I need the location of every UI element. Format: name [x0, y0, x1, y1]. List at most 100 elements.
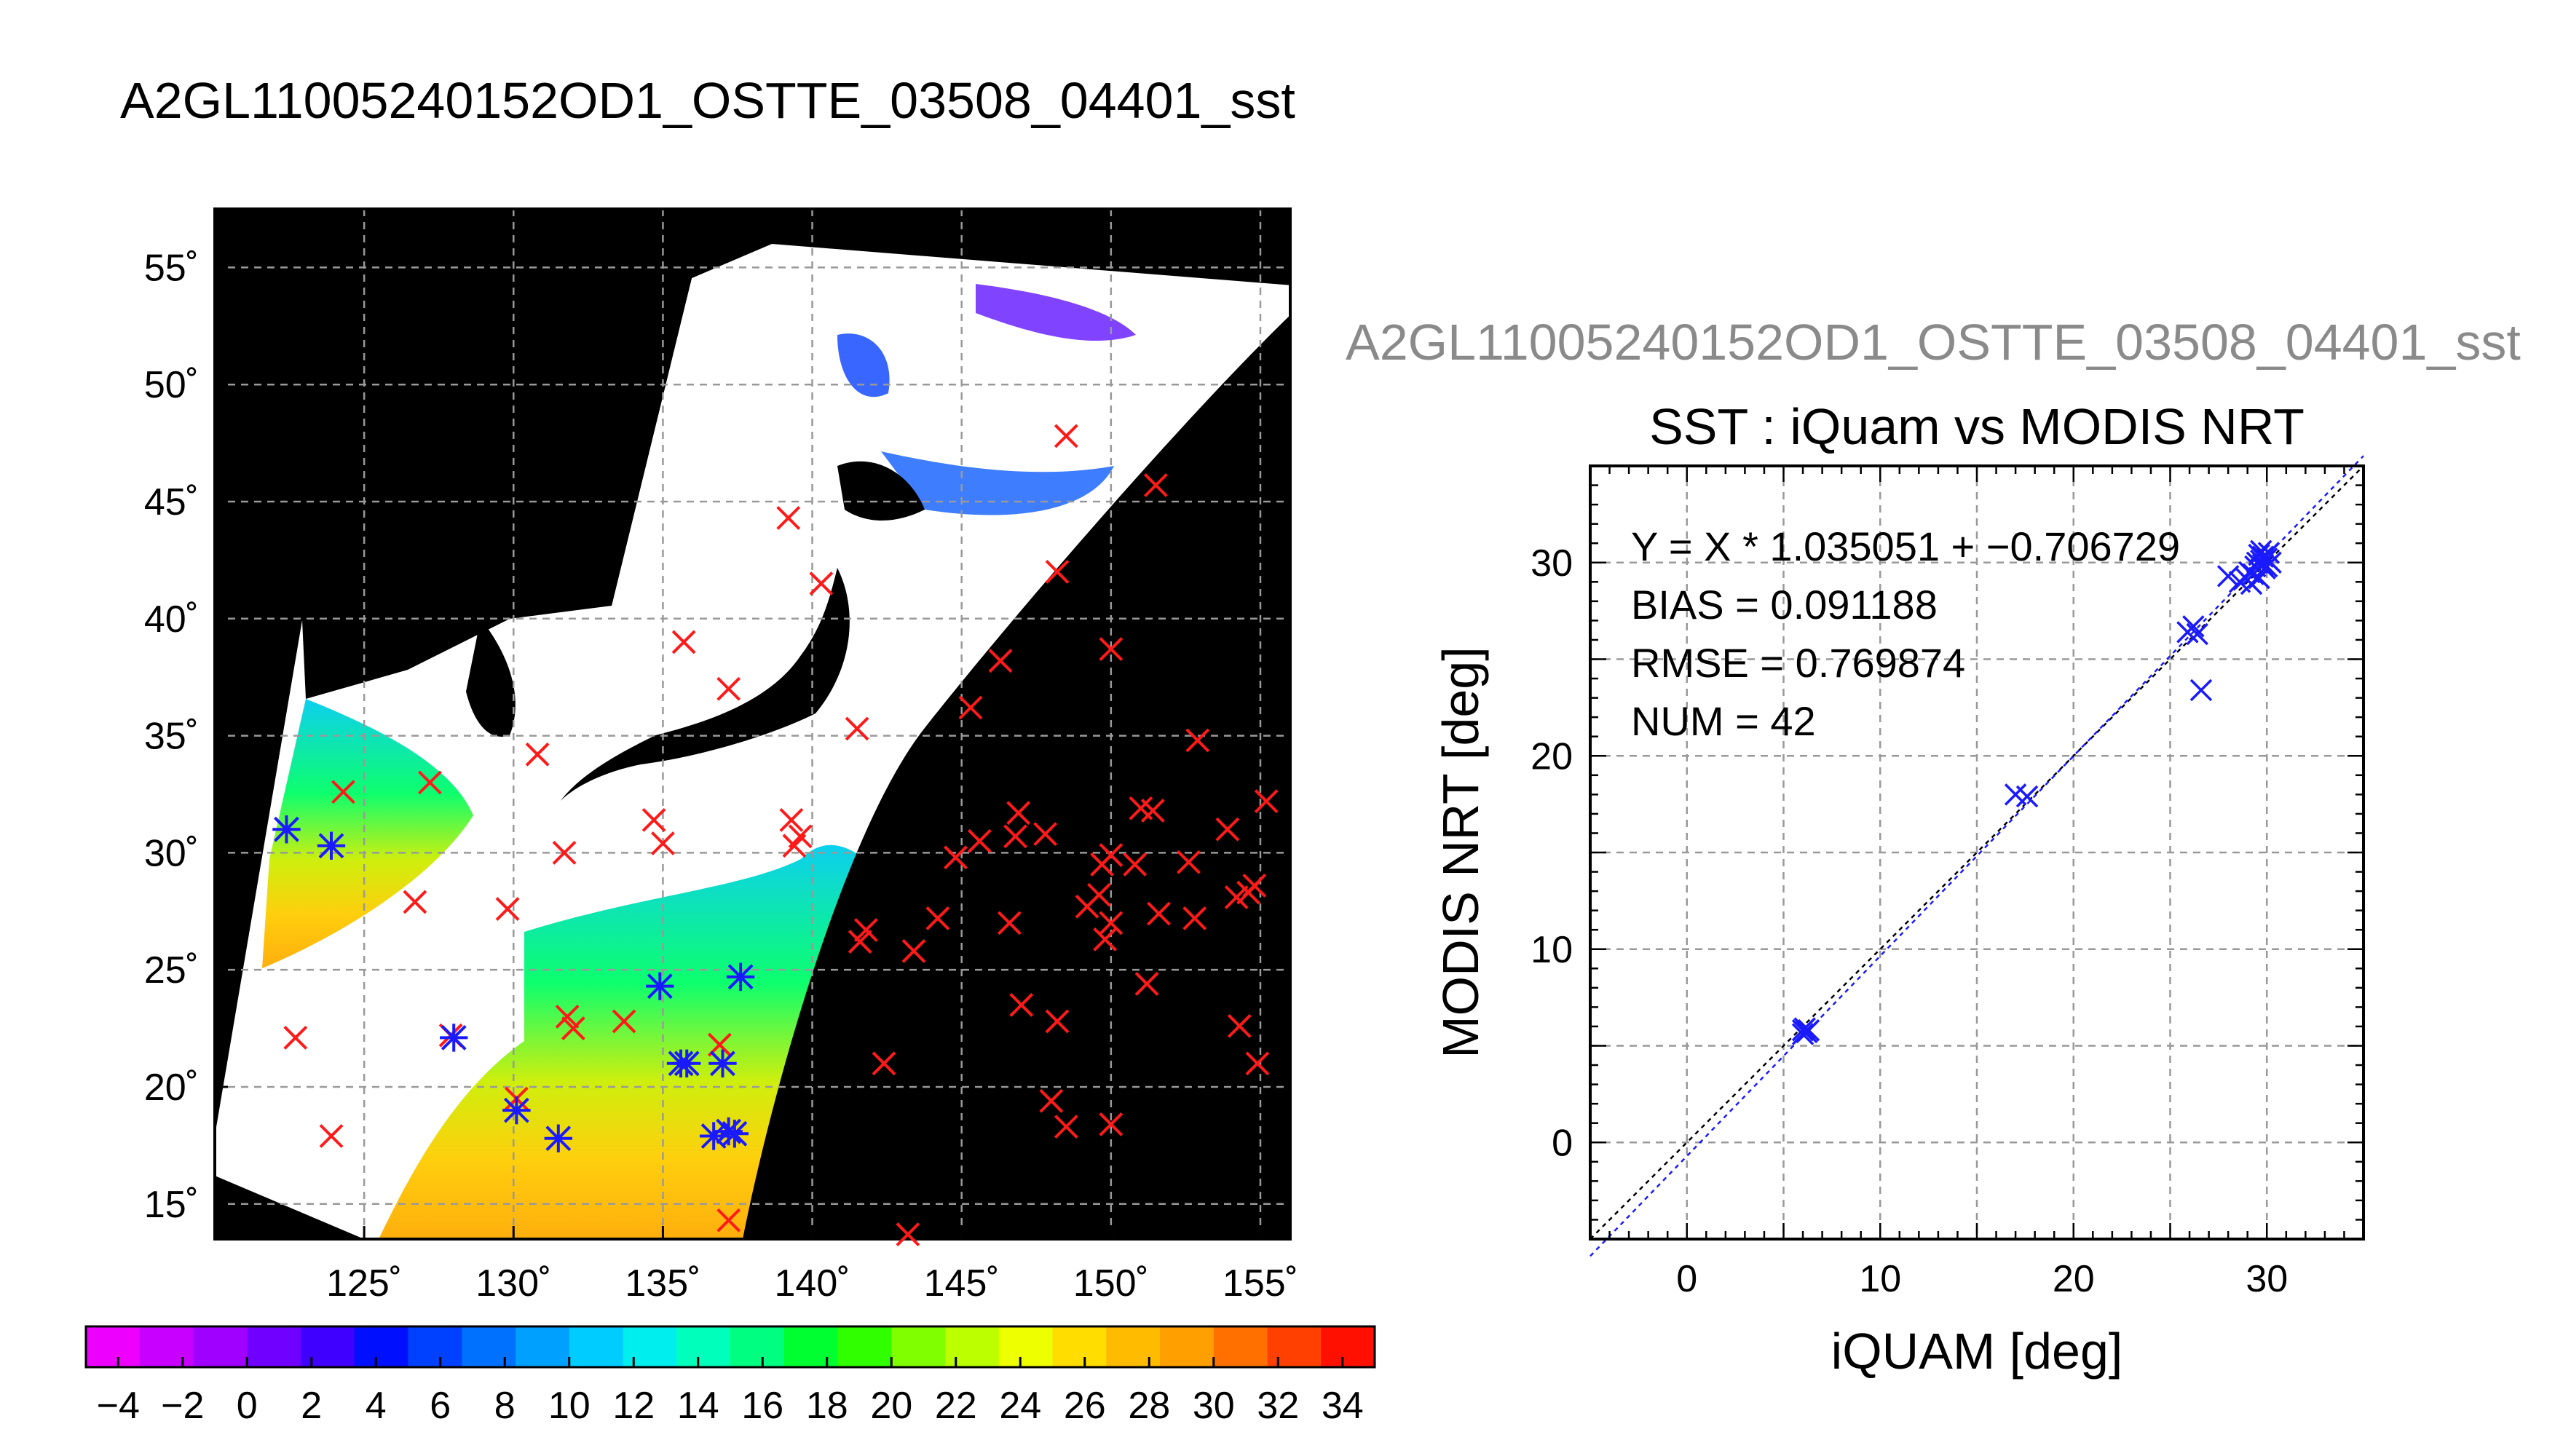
y-axis-label: MODIS NRT [deg]: [1432, 646, 1489, 1058]
red-matchup-marker: [716, 1208, 741, 1233]
colorbar-tick-label: 16: [741, 1385, 783, 1427]
red-matchup-marker: [1099, 911, 1124, 935]
x-tick-label: 0: [1676, 1258, 1697, 1300]
red-matchup-marker: [671, 630, 696, 654]
colorbar-swatch: [945, 1326, 1000, 1367]
colorbar-tick-label: 14: [677, 1385, 719, 1427]
lon-tick-label: 135˚: [625, 1262, 700, 1305]
scatter-point: [2250, 549, 2272, 572]
y-tick-label: 30: [1531, 542, 1573, 585]
red-matchup-marker: [552, 840, 577, 865]
red-matchup-marker: [848, 930, 872, 954]
swath-sst-north: [881, 451, 1114, 515]
lat-tick-label: 25˚: [144, 949, 199, 992]
red-matchup-marker: [1227, 1013, 1252, 1038]
red-matchup-marker: [1185, 728, 1210, 753]
scatter-point: [2248, 543, 2270, 566]
red-matchup-marker: [1003, 824, 1027, 849]
scatter-point: [2182, 615, 2205, 638]
red-matchup-marker: [958, 695, 983, 720]
blue-matchup-marker: [272, 815, 301, 844]
colorbar-tick-label: 22: [935, 1385, 977, 1427]
scatter-point: [2186, 622, 2208, 646]
lon-tick-label: 155˚: [1223, 1262, 1298, 1305]
colorbar-swatch: [408, 1326, 462, 1367]
red-matchup-marker: [555, 1005, 580, 1029]
lat-tick-label: 35˚: [144, 716, 199, 758]
red-matchup-marker: [283, 1026, 308, 1050]
scatter-point: [2242, 563, 2264, 585]
swath-sst-okhotsk: [837, 333, 890, 397]
scatter-lines: [1590, 455, 2364, 1257]
swath-sst-west: [262, 699, 473, 968]
colorbar-swatch: [1160, 1326, 1215, 1367]
red-matchup-marker: [1033, 822, 1057, 847]
colorbar-tick-label: 8: [494, 1385, 516, 1427]
colorbar-swatch: [1213, 1326, 1268, 1367]
map-frame: [213, 207, 1292, 1241]
colorbar-swatch: [193, 1326, 248, 1367]
red-matchup-marker: [417, 770, 442, 795]
colorbar-swatch: [569, 1326, 624, 1367]
red-matchup-marker: [896, 1222, 920, 1246]
colorbar-tick-label: −4: [97, 1385, 140, 1427]
blue-matchup-marker: [440, 1024, 468, 1052]
blue-matchup-marker: [708, 1049, 737, 1078]
colorbar-swatch: [730, 1326, 785, 1367]
red-matchup-marker: [853, 918, 878, 942]
blue-matchup-marker: [714, 1117, 743, 1146]
colorbar-swatch: [837, 1326, 892, 1367]
red-matchup-marker: [1254, 789, 1279, 814]
scatter-point: [1797, 1019, 1820, 1042]
red-matchup-marker: [1123, 852, 1148, 877]
scatter-point: [2189, 678, 2213, 702]
red-matchup-marker: [1009, 992, 1034, 1017]
red-matchup-marker: [1134, 972, 1159, 996]
red-matchup-marker: [1087, 882, 1111, 907]
red-matchup-marker: [1177, 850, 1201, 874]
colorbar-swatch: [301, 1326, 355, 1367]
colorbar-swatch: [891, 1326, 946, 1367]
land-korea: [466, 619, 516, 737]
x-axis-label: iQUAM [deg]: [1831, 1323, 2123, 1380]
red-matchup-marker: [1099, 637, 1124, 662]
colorbar-tick-label: 18: [806, 1385, 848, 1427]
red-matchup-marker: [1099, 1112, 1124, 1136]
blue-matchup-marker: [502, 1096, 531, 1125]
colorbar-tick-label: 10: [548, 1385, 591, 1427]
red-matchup-marker: [1093, 927, 1118, 951]
lat-tick-label: 15˚: [144, 1184, 199, 1226]
colorbar-swatch: [623, 1326, 677, 1367]
x-tick-label: 10: [1859, 1258, 1901, 1300]
red-matchup-marker: [641, 807, 666, 832]
lon-tick-label: 140˚: [775, 1262, 850, 1305]
scatter-point: [2216, 565, 2240, 587]
blue-matchup-marker: [317, 831, 346, 860]
stat-bias: BIAS = 0.091188: [1631, 582, 1938, 628]
red-matchup-marker: [1147, 901, 1171, 926]
lat-tick-label: 20˚: [144, 1067, 199, 1109]
colorbar-tick-label: 28: [1128, 1385, 1170, 1427]
colorbar-tick-label: 20: [870, 1385, 912, 1427]
swath-night: [743, 314, 1290, 1239]
red-matchup-marker: [1006, 801, 1031, 826]
red-matchup-marker: [1099, 843, 1124, 868]
blue-matchup-marker: [726, 962, 755, 992]
colorbar-tick-label: 26: [1064, 1385, 1106, 1427]
red-matchup-marker: [1143, 473, 1168, 497]
colorbar-tick-label: 30: [1193, 1385, 1235, 1427]
red-matchup-marker: [901, 939, 926, 963]
red-matchup-marker: [872, 1051, 896, 1076]
lon-tick-label: 150˚: [1073, 1262, 1149, 1305]
red-matchup-marker: [716, 676, 741, 701]
scatter-point: [2015, 785, 2039, 808]
colorbar-tick-label: 6: [430, 1385, 451, 1427]
red-matchup-marker: [1236, 880, 1260, 905]
blue-matchup-marker: [673, 1049, 701, 1078]
stat-fit: Y = X * 1.035051 + −0.706729: [1631, 523, 2180, 569]
red-matchup-marker: [1129, 796, 1153, 820]
red-matchup-marker: [925, 906, 950, 930]
map-matchup-markers: [272, 424, 1279, 1246]
red-matchup-marker: [612, 1009, 636, 1034]
